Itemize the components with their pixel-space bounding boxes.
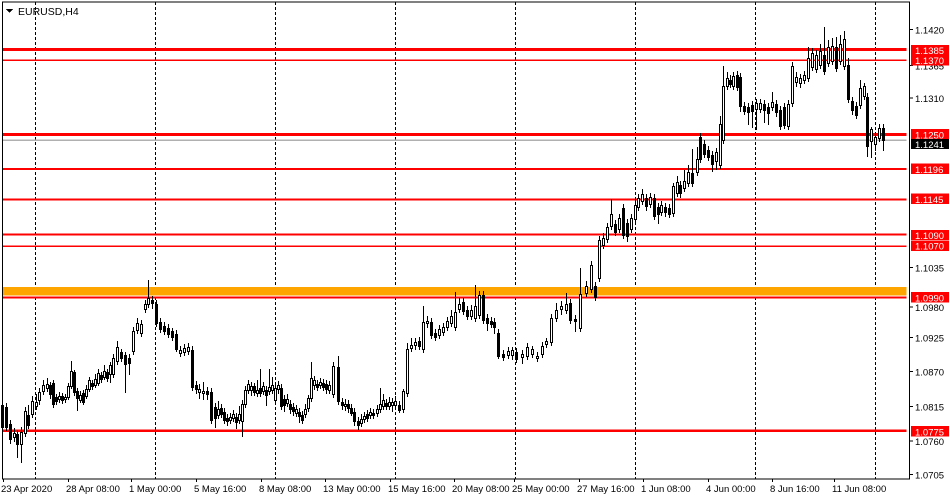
svg-text:1.1385: 1.1385 [915,46,944,57]
svg-text:1.1250: 1.1250 [915,130,944,141]
svg-text:1 May 00:00: 1 May 00:00 [129,484,181,495]
svg-text:EURUSD,H4: EURUSD,H4 [18,6,79,18]
svg-text:1.0990: 1.0990 [915,293,944,304]
svg-text:1.0705: 1.0705 [915,471,944,482]
svg-text:1.1370: 1.1370 [915,56,944,67]
svg-text:1.1310: 1.1310 [915,94,944,105]
svg-text:1.1145: 1.1145 [915,195,943,206]
svg-text:1.1035: 1.1035 [915,264,944,275]
svg-text:1.1090: 1.1090 [915,231,944,242]
svg-text:5 May 16:00: 5 May 16:00 [194,484,246,495]
svg-text:8 Jun 16:00: 8 Jun 16:00 [770,484,820,495]
svg-text:13 May 00:00: 13 May 00:00 [323,484,381,495]
svg-text:1.1420: 1.1420 [915,26,944,37]
svg-text:1.1070: 1.1070 [915,242,944,253]
svg-text:4 Jun 00:00: 4 Jun 00:00 [706,484,756,495]
svg-text:8 May 08:00: 8 May 08:00 [259,484,311,495]
svg-text:1.0760: 1.0760 [915,437,944,448]
svg-text:23 Apr 2020: 23 Apr 2020 [1,484,52,495]
svg-text:1.1196: 1.1196 [915,165,943,176]
svg-text:1.1241: 1.1241 [915,140,944,151]
svg-text:1.0775: 1.0775 [915,427,944,438]
svg-text:1.0815: 1.0815 [915,402,944,413]
svg-text:1.0870: 1.0870 [915,368,944,379]
svg-text:1.1365: 1.1365 [915,62,944,73]
svg-text:1.0980: 1.0980 [915,303,944,314]
svg-text:1 Jun 08:00: 1 Jun 08:00 [641,484,691,495]
svg-text:15 May 16:00: 15 May 16:00 [388,484,446,495]
svg-text:20 May 08:00: 20 May 08:00 [452,484,510,495]
svg-text:25 May 00:00: 25 May 00:00 [512,484,570,495]
svg-text:11 Jun 08:00: 11 Jun 08:00 [832,484,886,495]
svg-text:28 Apr 08:00: 28 Apr 08:00 [66,484,120,495]
svg-text:27 May 16:00: 27 May 16:00 [577,484,635,495]
svg-text:1.0925: 1.0925 [915,334,944,345]
